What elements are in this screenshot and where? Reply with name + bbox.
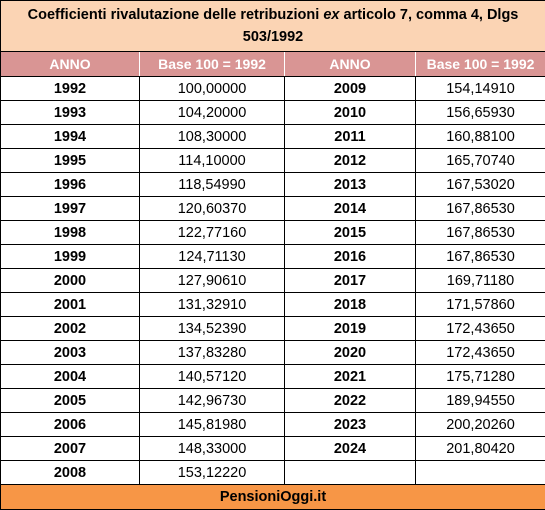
year-cell-left: 1993 [1,101,140,125]
year-cell-left: 2007 [1,437,140,461]
year-cell-left: 1995 [1,149,140,173]
year-cell-left: 2001 [1,293,140,317]
year-cell-right: 2024 [285,437,416,461]
year-cell-right: 2022 [285,389,416,413]
value-cell-right: 154,14910 [416,77,545,101]
year-cell-right: 2017 [285,269,416,293]
value-cell-left: 100,00000 [140,77,285,101]
value-cell-left: 108,30000 [140,125,285,149]
value-cell-left: 140,57120 [140,365,285,389]
header-base-right: Base 100 = 1992 [416,52,545,77]
value-cell-right: 167,86530 [416,197,545,221]
year-cell-left: 1998 [1,221,140,245]
year-cell-right: 2016 [285,245,416,269]
header-anno-left: ANNO [1,52,140,77]
value-cell-right: 156,65930 [416,101,545,125]
year-cell-left: 1999 [1,245,140,269]
value-cell-right [416,461,545,485]
year-cell-right: 2014 [285,197,416,221]
footer-row: PensioniOggi.it [1,485,545,510]
year-cell-right: 2021 [285,365,416,389]
year-cell-left: 1994 [1,125,140,149]
year-cell-right: 2019 [285,317,416,341]
value-cell-left: 104,20000 [140,101,285,125]
year-cell-left: 2005 [1,389,140,413]
value-cell-left: 134,52390 [140,317,285,341]
value-cell-left: 137,83280 [140,341,285,365]
year-cell-right: 2018 [285,293,416,317]
year-cell-right: 2011 [285,125,416,149]
title-italic: ex [323,7,339,23]
value-cell-right: 175,71280 [416,365,545,389]
year-cell-left: 2000 [1,269,140,293]
value-cell-right: 171,57860 [416,293,545,317]
value-cell-left: 142,96730 [140,389,285,413]
value-cell-left: 118,54990 [140,173,285,197]
year-cell-left: 2006 [1,413,140,437]
year-cell-left: 2004 [1,365,140,389]
header-anno-right: ANNO [285,52,416,77]
year-cell-right: 2010 [285,101,416,125]
title-part-1: Coefficienti rivalutazione delle retribu… [28,7,320,23]
year-cell-left: 1997 [1,197,140,221]
value-cell-right: 160,88100 [416,125,545,149]
value-cell-right: 169,71180 [416,269,545,293]
value-cell-left: 122,77160 [140,221,285,245]
year-cell-left: 2002 [1,317,140,341]
value-cell-right: 172,43650 [416,341,545,365]
year-cell-right: 2015 [285,221,416,245]
value-cell-right: 167,53020 [416,173,545,197]
value-cell-left: 148,33000 [140,437,285,461]
footer-source: PensioniOggi.it [1,485,545,510]
header-row: ANNO Base 100 = 1992 ANNO Base 100 = 199… [1,52,545,77]
value-cell-right: 167,86530 [416,221,545,245]
year-cell-left: 1996 [1,173,140,197]
value-cell-right: 189,94550 [416,389,545,413]
value-cell-left: 131,32910 [140,293,285,317]
value-cell-right: 201,80420 [416,437,545,461]
value-cell-right: 167,86530 [416,245,545,269]
year-cell-right [285,461,416,485]
year-cell-left: 2003 [1,341,140,365]
value-cell-left: 145,81980 [140,413,285,437]
value-cell-left: 124,71130 [140,245,285,269]
value-cell-left: 127,90610 [140,269,285,293]
table-title-row: Coefficienti rivalutazione delle retribu… [1,1,545,52]
year-cell-right: 2023 [285,413,416,437]
value-cell-right: 172,43650 [416,317,545,341]
value-cell-right: 165,70740 [416,149,545,173]
value-cell-left: 120,60370 [140,197,285,221]
year-cell-right: 2013 [285,173,416,197]
year-cell-right: 2009 [285,77,416,101]
value-cell-right: 200,20260 [416,413,545,437]
year-cell-right: 2012 [285,149,416,173]
header-base-left: Base 100 = 1992 [140,52,285,77]
value-cell-left: 153,12220 [140,461,285,485]
year-cell-right: 2020 [285,341,416,365]
year-cell-left: 2008 [1,461,140,485]
value-cell-left: 114,10000 [140,149,285,173]
year-cell-left: 1992 [1,77,140,101]
table-title: Coefficienti rivalutazione delle retribu… [1,1,545,52]
